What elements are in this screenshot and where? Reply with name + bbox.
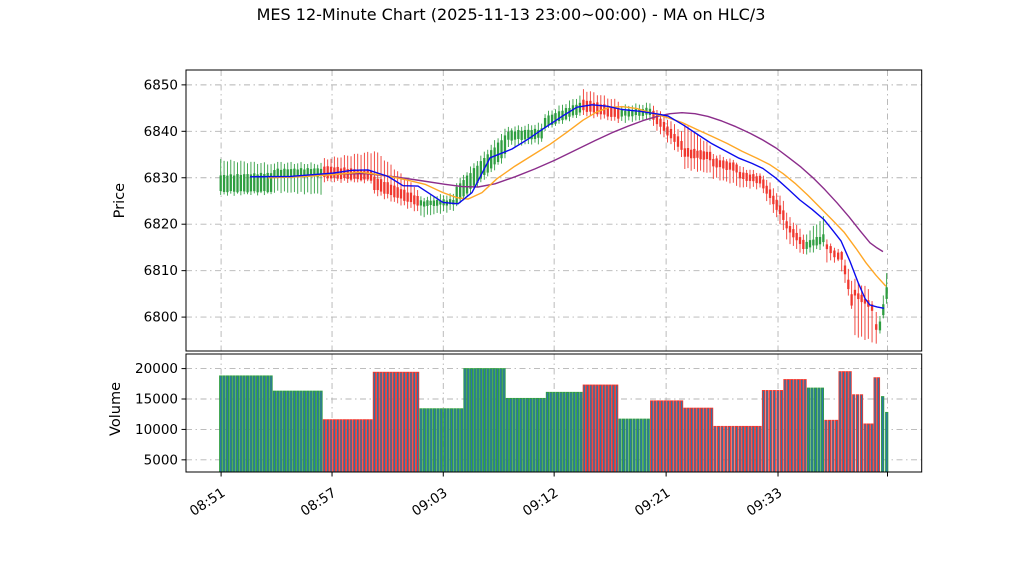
volume-tick-label: 20000 bbox=[135, 361, 178, 377]
ma-lines bbox=[249, 104, 887, 309]
time-tick-label: 09:33 bbox=[744, 485, 785, 520]
gridlines bbox=[186, 70, 922, 472]
price-tick-label: 6830 bbox=[144, 170, 178, 186]
chart-title: MES 12-Minute Chart (2025-11-13 23:00~00… bbox=[256, 5, 766, 24]
ma-fast bbox=[249, 104, 885, 309]
time-tick-label: 09:21 bbox=[632, 485, 673, 520]
volume-tick-label: 10000 bbox=[135, 422, 178, 438]
price-tick-label: 6850 bbox=[144, 77, 178, 93]
time-tick-label: 09:12 bbox=[520, 485, 561, 520]
volume-tick-label: 15000 bbox=[135, 392, 178, 408]
candles bbox=[219, 89, 888, 344]
price-tick-label: 6820 bbox=[144, 217, 178, 233]
price-tick-label: 6800 bbox=[144, 310, 178, 326]
time-tick-label: 08:57 bbox=[298, 485, 339, 520]
price-tick-label: 6810 bbox=[144, 263, 178, 279]
time-tick-label: 09:03 bbox=[409, 485, 450, 520]
price-tick-label: 6840 bbox=[144, 124, 178, 140]
ma-mid bbox=[267, 106, 887, 287]
time-tick-label: 08:51 bbox=[187, 485, 228, 520]
ma-slow bbox=[299, 112, 884, 253]
volume-tick-label: 5000 bbox=[144, 452, 178, 468]
